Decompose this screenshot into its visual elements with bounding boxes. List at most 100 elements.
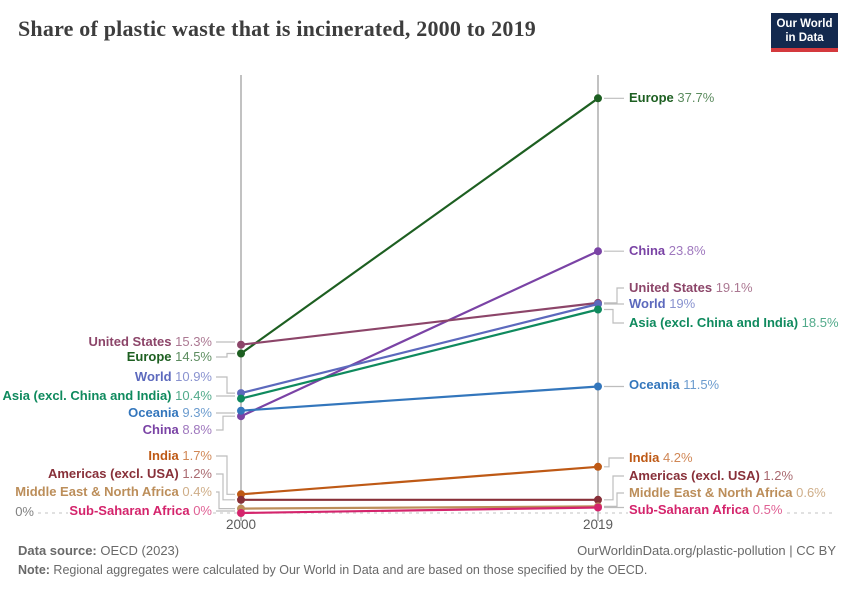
dot-europe-2000[interactable] [237,349,245,358]
attribution-link[interactable]: OurWorldinData.org/plastic-pollution | C… [577,543,836,558]
slope-line-middle-east-north-africa[interactable] [240,505,599,510]
series-value: 0.6% [792,485,826,500]
slope-line-sub-saharan-africa[interactable] [240,506,599,515]
connector-left-india [216,455,235,495]
x-tick-2019: 2019 [582,517,614,532]
series-label-left-americas-excl-usa[interactable]: Americas (excl. USA) 1.2% [46,465,213,483]
series-name: China [629,243,666,258]
series-name: India [629,450,660,465]
series-label-right-sub-saharan-africa[interactable]: Sub-Saharan Africa 0.5% [628,501,784,519]
connector-left-americas-excl-usa [216,473,235,501]
series-name: Americas (excl. USA) [629,468,760,483]
series-value: 19.1% [712,280,753,295]
connector-right-india [604,457,624,468]
series-name: Oceania [629,377,680,392]
dot-europe-2019[interactable] [594,94,602,103]
dot-americas-excl-usa-2000[interactable] [237,495,245,504]
series-label-left-sub-saharan-africa[interactable]: Sub-Saharan Africa 0% [68,502,213,520]
page-title: Share of plastic waste that is incinerat… [18,16,536,41]
slope-line-world[interactable] [240,302,599,395]
series-label-right-world[interactable]: World 19% [628,295,697,313]
series-value: 8.8% [178,422,212,437]
series-value: 23.8% [665,243,706,258]
series-value: 10.4% [171,388,212,403]
series-value: 4.2% [659,450,693,465]
series-value: 37.7% [673,90,715,105]
series-name: Europe [126,349,172,364]
series-name: India [148,448,179,463]
baseline-label: 0% [15,504,34,519]
dot-americas-excl-usa-2019[interactable] [594,495,602,504]
series-label-right-americas-excl-usa[interactable]: Americas (excl. USA) 1.2% [628,467,795,485]
series-value: 15.3% [171,334,212,349]
connector-left-middle-east-north-africa [216,491,235,510]
series-name: Sub-Saharan Africa [69,503,190,518]
series-name: United States [88,334,172,349]
dot-china-2019[interactable] [594,247,602,256]
series-value: 1.2% [759,468,794,483]
owid-logo-line1: Our World [776,18,833,30]
series-label-left-india[interactable]: India 1.7% [147,447,213,465]
connector-right-middle-east-north-africa [604,492,624,507]
dot-sub-saharan-africa-2000[interactable] [237,509,245,517]
series-label-right-india[interactable]: India 4.2% [628,449,694,467]
x-tick-2000: 2000 [225,517,257,532]
connector-left-china [216,415,235,431]
dot-united-states-2000[interactable] [237,340,245,349]
series-label-right-europe[interactable]: Europe 37.7% [628,89,716,107]
series-label-right-middle-east-north-africa[interactable]: Middle East & North Africa 0.6% [628,484,827,502]
series-name: China [142,422,179,437]
dot-oceania-2019[interactable] [594,382,602,391]
slope-line-oceania[interactable] [240,385,599,412]
series-value: 1.7% [178,448,212,463]
series-label-left-united-states[interactable]: United States 15.3% [87,333,213,351]
owid-logo[interactable]: Our World in Data [771,13,838,52]
series-name: Americas (excl. USA) [47,466,179,481]
slope-line-china[interactable] [240,250,599,418]
series-label-left-world[interactable]: World 10.9% [133,368,213,386]
series-label-right-oceania[interactable]: Oceania 11.5% [628,376,721,394]
series-name: Asia (excl. China and India) [629,315,799,330]
dot-world-2000[interactable] [237,389,245,398]
series-value: 10.9% [171,369,212,384]
dot-india-2019[interactable] [594,462,602,471]
series-name: Middle East & North Africa [15,484,179,499]
note-text: Regional aggregates were calculated by O… [49,563,648,577]
series-label-right-asia-excl-china-and-india[interactable]: Asia (excl. China and India) 18.5% [628,314,840,332]
connector-left-europe [216,352,235,358]
slope-line-europe[interactable] [240,97,599,355]
dot-sub-saharan-africa-2019[interactable] [594,503,602,512]
series-name: Middle East & North Africa [629,485,793,500]
dot-asia-excl-china-and-india-2019[interactable] [594,305,602,314]
series-name: Sub-Saharan Africa [629,502,750,517]
series-value: 19% [665,296,696,311]
series-label-left-asia-excl-china-and-india[interactable]: Asia (excl. China and India) 10.4% [1,387,213,405]
series-name: Oceania [128,405,179,420]
series-label-right-united-states[interactable]: United States 19.1% [628,279,754,297]
series-name: United States [629,280,713,295]
series-label-right-china[interactable]: China 23.8% [628,242,707,260]
dot-world-2019[interactable] [594,300,602,308]
slope-line-united-states[interactable] [240,301,599,346]
chart-note: Note: Regional aggregates were calculate… [18,563,836,577]
data-source-label: Data source: [18,543,97,558]
dot-asia-excl-china-and-india-2000[interactable] [237,394,245,403]
dot-india-2000[interactable] [237,490,245,499]
data-source: Data source: OECD (2023) [18,543,179,558]
series-value: 0.5% [749,502,783,517]
series-label-left-europe[interactable]: Europe 14.5% [125,348,213,366]
slope-line-asia-excl-china-and-india[interactable] [240,308,599,400]
dot-china-2000[interactable] [237,412,245,421]
series-value: 1.2% [178,466,212,481]
series-value: 18.5% [798,315,839,330]
series-label-left-middle-east-north-africa[interactable]: Middle East & North Africa 0.4% [14,483,213,501]
dot-oceania-2000[interactable] [237,406,245,415]
series-name: Europe [629,90,674,105]
series-label-left-china[interactable]: China 8.8% [141,421,213,439]
series-value: 14.5% [171,349,212,364]
connector-right-asia-excl-china-and-india [604,308,624,324]
slope-chart-canvas [38,75,836,521]
slope-line-india[interactable] [240,465,599,496]
series-label-left-oceania[interactable]: Oceania 9.3% [127,404,213,422]
connector-right-united-states [604,287,624,304]
